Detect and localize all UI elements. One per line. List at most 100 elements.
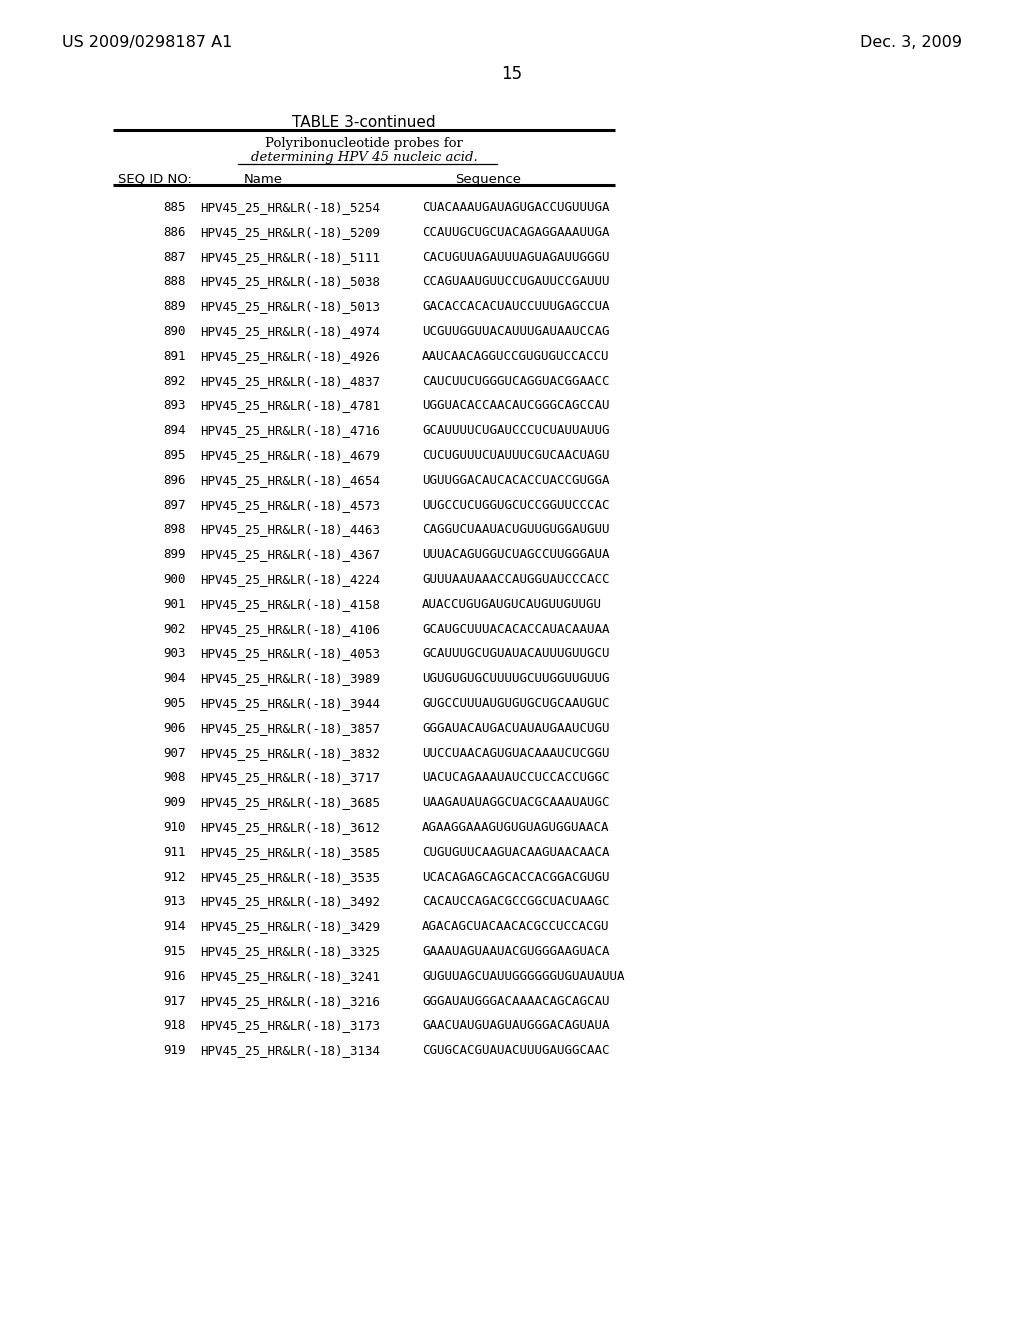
Text: GACACCACACUAUCCUUUGAGCCUA: GACACCACACUAUCCUUUGAGCCUA (422, 300, 609, 313)
Text: HPV45_25_HR&LR(-18)_3832: HPV45_25_HR&LR(-18)_3832 (200, 747, 380, 759)
Text: 907: 907 (164, 747, 186, 759)
Text: GUUUAAUAAACCAUGGUAUCCCACC: GUUUAAUAAACCAUGGUAUCCCACC (422, 573, 609, 586)
Text: HPV45_25_HR&LR(-18)_4974: HPV45_25_HR&LR(-18)_4974 (200, 325, 380, 338)
Text: HPV45_25_HR&LR(-18)_5254: HPV45_25_HR&LR(-18)_5254 (200, 201, 380, 214)
Text: AAUCAACAGGUCCGUGUGUCCACCU: AAUCAACAGGUCCGUGUGUCCACCU (422, 350, 609, 363)
Text: GGGAUAUGGGACAAAACAGCAGCAU: GGGAUAUGGGACAAAACAGCAGCAU (422, 994, 609, 1007)
Text: HPV45_25_HR&LR(-18)_3535: HPV45_25_HR&LR(-18)_3535 (200, 871, 380, 883)
Text: CACAUCCAGACGCCGGCUACUAAGC: CACAUCCAGACGCCGGCUACUAAGC (422, 895, 609, 908)
Text: HPV45_25_HR&LR(-18)_3134: HPV45_25_HR&LR(-18)_3134 (200, 1044, 380, 1057)
Text: HPV45_25_HR&LR(-18)_4367: HPV45_25_HR&LR(-18)_4367 (200, 548, 380, 561)
Text: HPV45_25_HR&LR(-18)_3216: HPV45_25_HR&LR(-18)_3216 (200, 994, 380, 1007)
Text: UGUGUGUGCUUUUGCUUGGUUGUUG: UGUGUGUGCUUUUGCUUGGUUGUUG (422, 672, 609, 685)
Text: UAAGAUAUAGGCUACGCAAAUAUGC: UAAGAUAUAGGCUACGCAAAUAUGC (422, 796, 609, 809)
Text: determining HPV 45 nucleic acid.: determining HPV 45 nucleic acid. (251, 150, 477, 164)
Text: 897: 897 (164, 499, 186, 512)
Text: 899: 899 (164, 548, 186, 561)
Text: TABLE 3-continued: TABLE 3-continued (292, 115, 436, 129)
Text: AGACAGCUACAACACGCCUCCACGU: AGACAGCUACAACACGCCUCCACGU (422, 920, 609, 933)
Text: UCGUUGGUUACAUUUGAUAAUCCAG: UCGUUGGUUACAUUUGAUAAUCCAG (422, 325, 609, 338)
Text: CGUGCACGUAUACUUUGAUGGCAAC: CGUGCACGUAUACUUUGAUGGCAAC (422, 1044, 609, 1057)
Text: CCAUUGCUGCUACAGAGGAAAUUGA: CCAUUGCUGCUACAGAGGAAAUUGA (422, 226, 609, 239)
Text: 911: 911 (164, 846, 186, 859)
Text: 889: 889 (164, 300, 186, 313)
Text: 892: 892 (164, 375, 186, 388)
Text: 905: 905 (164, 697, 186, 710)
Text: HPV45_25_HR&LR(-18)_3989: HPV45_25_HR&LR(-18)_3989 (200, 672, 380, 685)
Text: CAGGUCUAAUACUGUUGUGGAUGUU: CAGGUCUAAUACUGUUGUGGAUGUU (422, 524, 609, 536)
Text: 904: 904 (164, 672, 186, 685)
Text: HPV45_25_HR&LR(-18)_4158: HPV45_25_HR&LR(-18)_4158 (200, 598, 380, 611)
Text: 888: 888 (164, 276, 186, 288)
Text: HPV45_25_HR&LR(-18)_4573: HPV45_25_HR&LR(-18)_4573 (200, 499, 380, 512)
Text: HPV45_25_HR&LR(-18)_3857: HPV45_25_HR&LR(-18)_3857 (200, 722, 380, 735)
Text: UUGCCUCUGGUGCUCCGGUUCCCAC: UUGCCUCUGGUGCUCCGGUUCCCAC (422, 499, 609, 512)
Text: HPV45_25_HR&LR(-18)_3612: HPV45_25_HR&LR(-18)_3612 (200, 821, 380, 834)
Text: 916: 916 (164, 970, 186, 983)
Text: 908: 908 (164, 771, 186, 784)
Text: 887: 887 (164, 251, 186, 264)
Text: HPV45_25_HR&LR(-18)_4053: HPV45_25_HR&LR(-18)_4053 (200, 647, 380, 660)
Text: HPV45_25_HR&LR(-18)_3944: HPV45_25_HR&LR(-18)_3944 (200, 697, 380, 710)
Text: HPV45_25_HR&LR(-18)_3585: HPV45_25_HR&LR(-18)_3585 (200, 846, 380, 859)
Text: 903: 903 (164, 647, 186, 660)
Text: 890: 890 (164, 325, 186, 338)
Text: 919: 919 (164, 1044, 186, 1057)
Text: UGUUGGACAUCACACCUACCGUGGA: UGUUGGACAUCACACCUACCGUGGA (422, 474, 609, 487)
Text: GGGAUACAUGACUAUAUGAAUCUGU: GGGAUACAUGACUAUAUGAAUCUGU (422, 722, 609, 735)
Text: 886: 886 (164, 226, 186, 239)
Text: 885: 885 (164, 201, 186, 214)
Text: Sequence: Sequence (455, 173, 521, 186)
Text: UUCCUAACAGUGUACAAAUCUCGGU: UUCCUAACAGUGUACAAAUCUCGGU (422, 747, 609, 759)
Text: HPV45_25_HR&LR(-18)_3717: HPV45_25_HR&LR(-18)_3717 (200, 771, 380, 784)
Text: GCAUUUGCUGUAUACAUUUGUUGCU: GCAUUUGCUGUAUACAUUUGUUGCU (422, 647, 609, 660)
Text: Polyribonucleotide probes for: Polyribonucleotide probes for (265, 137, 463, 150)
Text: AGAAGGAAAGUGUGUAGUGGUAACA: AGAAGGAAAGUGUGUAGUGGUAACA (422, 821, 609, 834)
Text: HPV45_25_HR&LR(-18)_4837: HPV45_25_HR&LR(-18)_4837 (200, 375, 380, 388)
Text: GCAUGCUUUACACACCAUACAAUAA: GCAUGCUUUACACACCAUACAAUAA (422, 623, 609, 636)
Text: 912: 912 (164, 871, 186, 883)
Text: 900: 900 (164, 573, 186, 586)
Text: 902: 902 (164, 623, 186, 636)
Text: 917: 917 (164, 994, 186, 1007)
Text: 15: 15 (502, 65, 522, 83)
Text: HPV45_25_HR&LR(-18)_4679: HPV45_25_HR&LR(-18)_4679 (200, 449, 380, 462)
Text: GUGUUAGCUAUUGGGGGGUGUAUAUUA: GUGUUAGCUAUUGGGGGGUGUAUAUUA (422, 970, 625, 983)
Text: UUUACAGUGGUCUAGCCUUGGGAUA: UUUACAGUGGUCUAGCCUUGGGAUA (422, 548, 609, 561)
Text: 893: 893 (164, 400, 186, 412)
Text: 913: 913 (164, 895, 186, 908)
Text: 909: 909 (164, 796, 186, 809)
Text: CACUGUUAGAUUUAGUAGAUUGGGU: CACUGUUAGAUUUAGUAGAUUGGGU (422, 251, 609, 264)
Text: AUACCUGUGAUGUCAUGUUGUUGU: AUACCUGUGAUGUCAUGUUGUUGU (422, 598, 602, 611)
Text: HPV45_25_HR&LR(-18)_3492: HPV45_25_HR&LR(-18)_3492 (200, 895, 380, 908)
Text: HPV45_25_HR&LR(-18)_3325: HPV45_25_HR&LR(-18)_3325 (200, 945, 380, 958)
Text: HPV45_25_HR&LR(-18)_4463: HPV45_25_HR&LR(-18)_4463 (200, 524, 380, 536)
Text: HPV45_25_HR&LR(-18)_3241: HPV45_25_HR&LR(-18)_3241 (200, 970, 380, 983)
Text: 891: 891 (164, 350, 186, 363)
Text: HPV45_25_HR&LR(-18)_5038: HPV45_25_HR&LR(-18)_5038 (200, 276, 380, 288)
Text: 896: 896 (164, 474, 186, 487)
Text: HPV45_25_HR&LR(-18)_4781: HPV45_25_HR&LR(-18)_4781 (200, 400, 380, 412)
Text: GAAAUAGUAAUACGUGGGAAGUACA: GAAAUAGUAAUACGUGGGAAGUACA (422, 945, 609, 958)
Text: UGGUACACCAACAUCGGGCAGCCAU: UGGUACACCAACAUCGGGCAGCCAU (422, 400, 609, 412)
Text: Dec. 3, 2009: Dec. 3, 2009 (860, 36, 962, 50)
Text: HPV45_25_HR&LR(-18)_4716: HPV45_25_HR&LR(-18)_4716 (200, 424, 380, 437)
Text: GAACUAUGUAGUAUGGGACAGUAUA: GAACUAUGUAGUAUGGGACAGUAUA (422, 1019, 609, 1032)
Text: HPV45_25_HR&LR(-18)_5013: HPV45_25_HR&LR(-18)_5013 (200, 300, 380, 313)
Text: 895: 895 (164, 449, 186, 462)
Text: 906: 906 (164, 722, 186, 735)
Text: 898: 898 (164, 524, 186, 536)
Text: SEQ ID NO:: SEQ ID NO: (118, 173, 191, 186)
Text: 915: 915 (164, 945, 186, 958)
Text: CAUCUUCUGGGUCAGGUACGGAACC: CAUCUUCUGGGUCAGGUACGGAACC (422, 375, 609, 388)
Text: HPV45_25_HR&LR(-18)_4926: HPV45_25_HR&LR(-18)_4926 (200, 350, 380, 363)
Text: 914: 914 (164, 920, 186, 933)
Text: 910: 910 (164, 821, 186, 834)
Text: Name: Name (244, 173, 283, 186)
Text: 901: 901 (164, 598, 186, 611)
Text: 894: 894 (164, 424, 186, 437)
Text: HPV45_25_HR&LR(-18)_5111: HPV45_25_HR&LR(-18)_5111 (200, 251, 380, 264)
Text: GCAUUUUCUGAUCCCUCUAUUAUUG: GCAUUUUCUGAUCCCUCUAUUAUUG (422, 424, 609, 437)
Text: 918: 918 (164, 1019, 186, 1032)
Text: GUGCCUUUAUGUGUGCUGCAAUGUC: GUGCCUUUAUGUGUGCUGCAAUGUC (422, 697, 609, 710)
